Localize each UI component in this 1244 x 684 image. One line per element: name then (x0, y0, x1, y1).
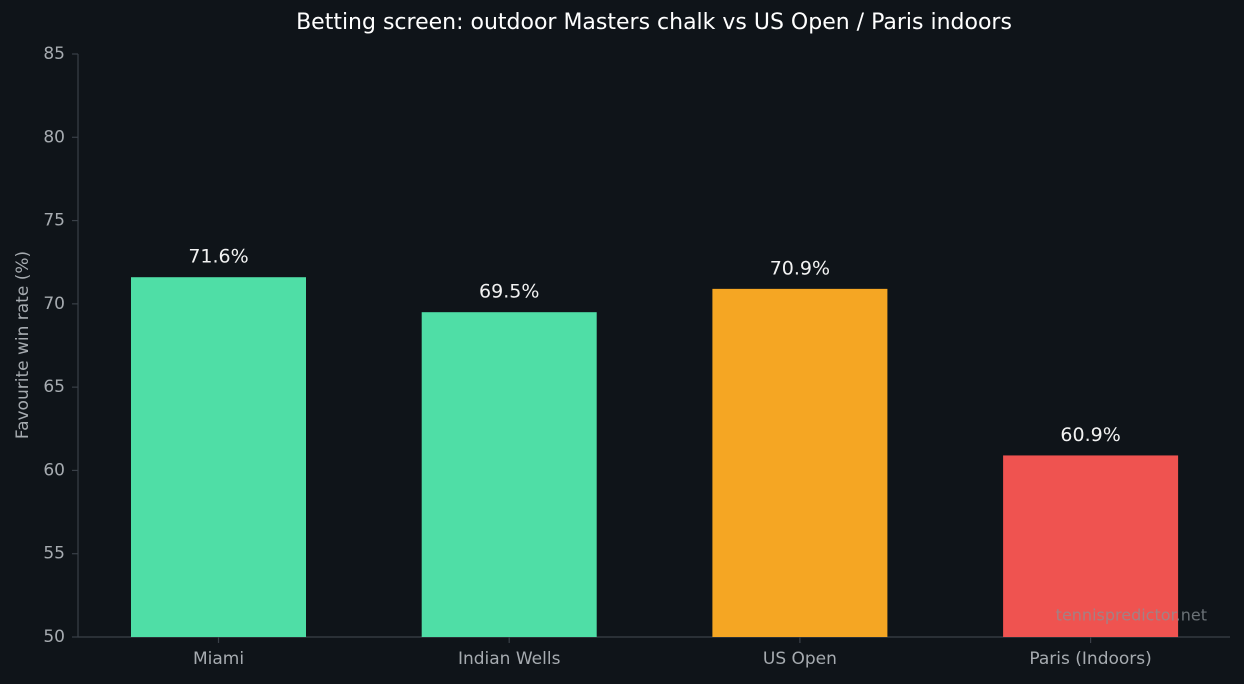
value-label: 70.9% (770, 257, 830, 279)
watermark: tennispredictor.net (1056, 606, 1207, 625)
value-label: 71.6% (188, 246, 248, 268)
value-label: 60.9% (1060, 424, 1120, 446)
bar (712, 288, 888, 637)
y-tick-label: 60 (43, 460, 65, 480)
bar (131, 277, 306, 637)
y-tick-label: 80 (43, 127, 65, 147)
x-tick-label: US Open (763, 649, 837, 669)
y-tick-label: 65 (43, 377, 65, 397)
y-tick-label: 85 (43, 44, 65, 64)
y-axis-label: Favourite win rate (%) (13, 251, 33, 439)
x-tick-label: Miami (193, 649, 244, 669)
chart-title: Betting screen: outdoor Masters chalk vs… (296, 10, 1012, 35)
y-tick-label: 55 (43, 544, 65, 564)
y-tick-label: 70 (43, 294, 65, 314)
y-tick-label: 50 (43, 627, 65, 647)
bar (421, 312, 597, 637)
y-tick-label: 75 (43, 211, 65, 231)
value-label: 69.5% (479, 281, 539, 303)
bar (1003, 455, 1179, 637)
x-tick-label: Paris (Indoors) (1029, 649, 1151, 669)
x-tick-label: Indian Wells (458, 649, 561, 669)
